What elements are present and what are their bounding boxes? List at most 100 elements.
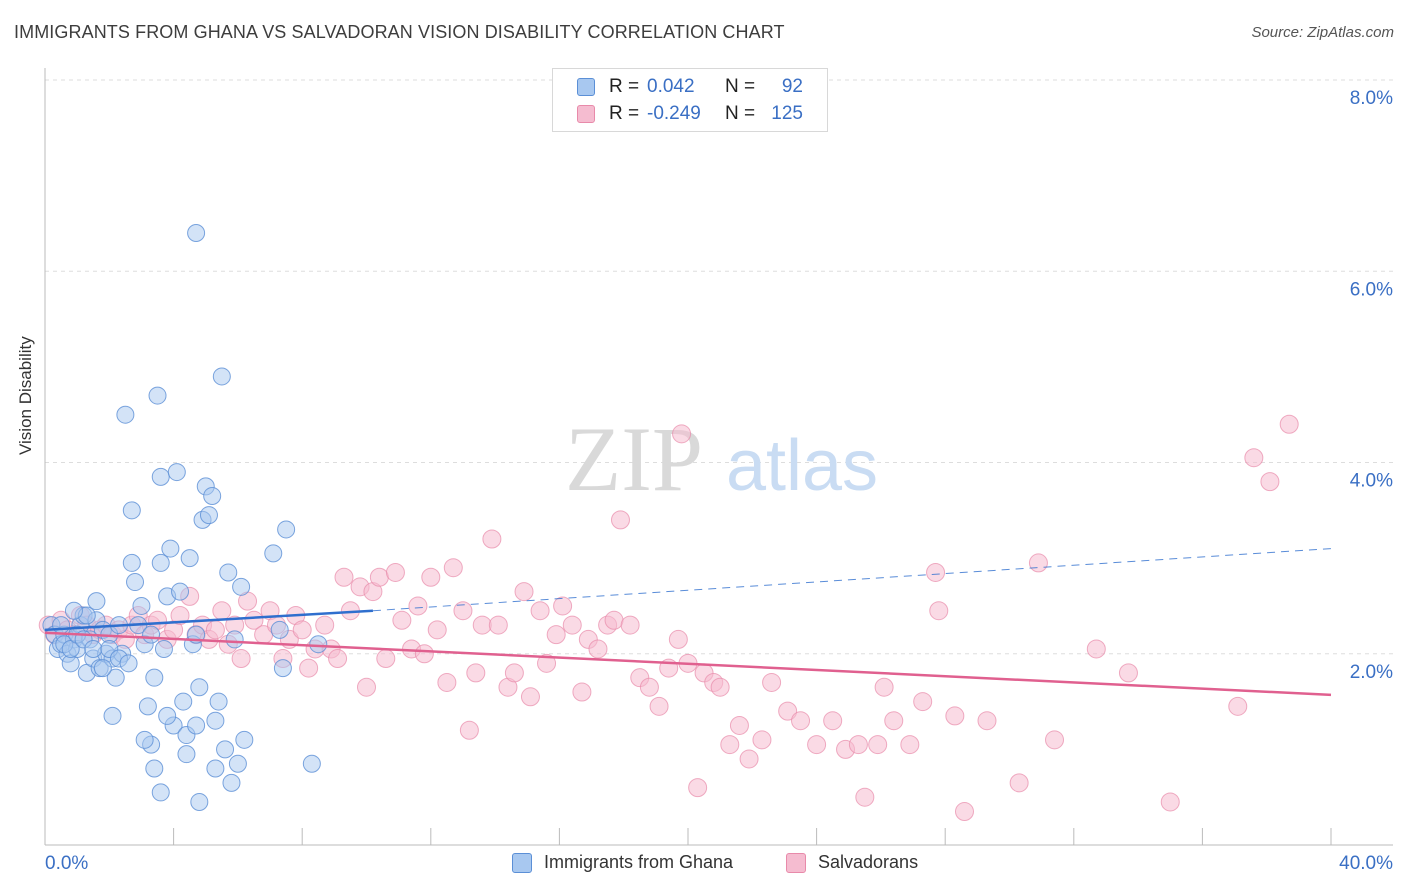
- salvadoran-point: [572, 682, 592, 702]
- salvadoran-point: [900, 735, 920, 755]
- ghana-point: [151, 553, 170, 572]
- ghana-point: [232, 577, 251, 596]
- salvadoran-point: [520, 687, 540, 707]
- bottom-legend-label-ghana: Immigrants from Ghana: [544, 852, 734, 872]
- ghana-point: [273, 659, 292, 678]
- ghana-point: [228, 754, 247, 773]
- salvadoran-point: [945, 706, 965, 726]
- ghana-point: [132, 596, 151, 615]
- salvadoran-point: [553, 596, 573, 616]
- salvadoran-point: [427, 620, 447, 640]
- ghana-point: [203, 486, 222, 505]
- ghana-point: [122, 501, 141, 520]
- ghana-point: [171, 582, 190, 601]
- ghana-point: [187, 716, 206, 735]
- salvadoran-point: [385, 562, 405, 582]
- y-tick-label-3: 8.0%: [1350, 88, 1393, 109]
- r-value-salvadorans: -0.249: [647, 103, 701, 124]
- ghana-point: [151, 783, 170, 802]
- chart-title: IMMIGRANTS FROM GHANA VS SALVADORAN VISI…: [14, 22, 785, 42]
- bottom-legend-ghana: Immigrants from Ghana: [512, 852, 733, 873]
- salvadoran-point: [328, 649, 348, 669]
- salvadoran-point: [884, 711, 904, 731]
- salvadoran-point: [823, 711, 843, 731]
- y-axis-title: Vision Disability: [16, 336, 35, 455]
- salvadoran-point: [1118, 663, 1138, 683]
- salvadoran-point: [739, 749, 759, 769]
- salvadoran-point: [170, 606, 190, 625]
- salvadoran-point: [504, 663, 524, 683]
- salvadoran-point: [954, 802, 974, 822]
- n-value-salvadorans: 125: [771, 103, 803, 124]
- salvadoran-point: [466, 663, 486, 683]
- salvadoran-point: [315, 615, 335, 635]
- ghana-point: [135, 730, 154, 749]
- ghana-point: [103, 706, 122, 725]
- ghana-point: [119, 654, 138, 673]
- salvadoran-point: [848, 735, 868, 755]
- salvadoran-point: [421, 567, 441, 587]
- salvadoran-point: [231, 649, 251, 669]
- salvadoran-point: [926, 562, 946, 582]
- ghana-point: [145, 759, 164, 778]
- salvadoran-point: [672, 424, 692, 444]
- salvadoran-point: [1009, 773, 1029, 793]
- salvadoran-point: [376, 649, 396, 669]
- ghana-point: [209, 692, 228, 711]
- salvadoran-point: [1260, 472, 1280, 492]
- y-tick-label-1: 4.0%: [1350, 471, 1393, 492]
- salvadoran-point: [639, 677, 659, 697]
- r-label: R =: [609, 103, 640, 124]
- watermark: ZIP atlas: [565, 408, 878, 510]
- salvadoran-point: [729, 715, 749, 735]
- salvadoran-point: [929, 601, 949, 621]
- ghana-point: [158, 706, 177, 725]
- salvadoran-point: [437, 672, 457, 692]
- ghana-point: [309, 635, 328, 654]
- salvadoran-point: [752, 730, 772, 750]
- tick-labels: 2.0% 4.0% 6.0% 8.0% 0.0% 40.0%: [45, 88, 1393, 874]
- salvadoran-point: [620, 615, 640, 635]
- legend-row-salvadorans: R = -0.249 N = 125: [577, 102, 803, 126]
- salvadoran-point: [357, 677, 376, 697]
- trend-lines: [44, 548, 1332, 697]
- x-tick-label-0: 0.0%: [45, 853, 88, 874]
- salvadoran-point: [488, 615, 508, 635]
- salvadoran-point: [874, 677, 894, 697]
- ghana-point: [219, 563, 238, 582]
- salvadoran-point: [610, 510, 630, 530]
- salvadoran-point: [588, 639, 608, 659]
- bottom-swatch-salvadorans: [786, 852, 806, 873]
- salvadoran-point: [392, 610, 412, 630]
- salvadoran-point: [1028, 553, 1048, 573]
- salvadoran-point: [482, 529, 502, 549]
- legend-row-ghana: R = 0.042 N = 92: [577, 75, 803, 99]
- axes: [44, 68, 1393, 846]
- salvadoran-point: [205, 620, 225, 640]
- ghana-point: [206, 759, 225, 778]
- ghana-point: [225, 630, 244, 649]
- salvadoran-point: [977, 711, 997, 731]
- ghana-trend-extension: [372, 548, 1332, 612]
- salvadoran-point: [537, 653, 557, 673]
- salvadoran-point: [414, 644, 434, 664]
- bottom-legend-salvadorans: Salvadorans: [786, 852, 918, 873]
- salvadoran-point: [868, 735, 888, 755]
- watermark-zip: ZIP: [565, 408, 703, 510]
- n-label: N =: [725, 76, 756, 97]
- salvadoran-point: [668, 629, 688, 649]
- ghana-point: [106, 668, 125, 687]
- ghana-trend-line: [44, 609, 374, 632]
- ghana-point: [187, 224, 206, 242]
- ghana-point: [199, 506, 218, 525]
- ghana-point: [302, 754, 321, 773]
- ghana-point: [116, 405, 135, 424]
- ghana-point: [277, 520, 296, 539]
- ghana-point: [206, 711, 225, 730]
- salvadoran-point: [453, 601, 473, 621]
- ghana-point: [270, 620, 289, 639]
- salvadoran-point: [299, 658, 319, 678]
- salvadoran-point: [1279, 414, 1299, 434]
- y-tick-label-2: 6.0%: [1350, 279, 1393, 300]
